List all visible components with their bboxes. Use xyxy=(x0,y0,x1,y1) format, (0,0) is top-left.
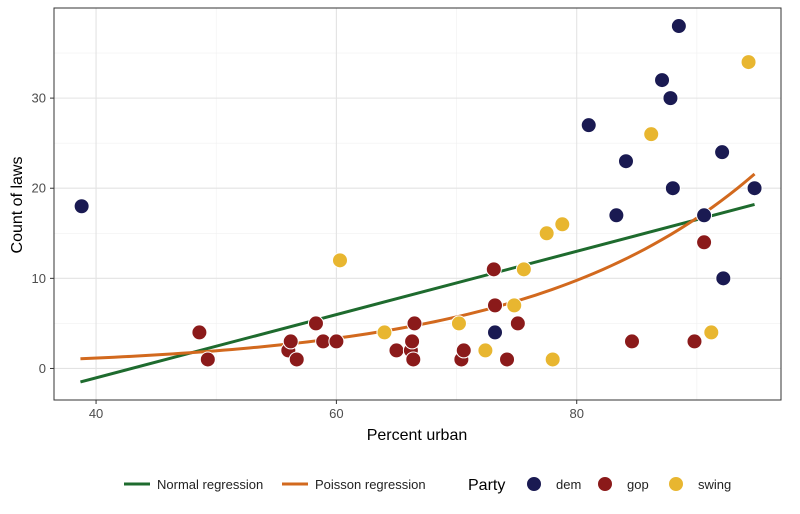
point-gop xyxy=(686,333,703,350)
point-swing xyxy=(506,297,523,314)
legend-swatch-dem xyxy=(526,476,542,492)
point-dem xyxy=(696,207,713,224)
point-gop xyxy=(623,333,640,350)
legend-swatch-swing xyxy=(668,476,684,492)
point-gop xyxy=(499,351,516,368)
point-swing xyxy=(554,216,571,233)
x-axis-ticks: 40 60 80 xyxy=(89,400,584,421)
point-gop xyxy=(485,261,502,278)
plot-panel-border xyxy=(53,7,782,401)
data-points xyxy=(73,18,763,368)
point-swing xyxy=(376,324,393,341)
y-axis-label: Count of laws xyxy=(9,157,26,254)
point-dem xyxy=(608,207,625,224)
point-dem xyxy=(664,180,681,197)
point-dem xyxy=(715,270,732,287)
y-tick-label: 0 xyxy=(39,361,46,376)
point-gop xyxy=(282,333,299,350)
point-gop xyxy=(191,324,208,341)
legend-label-swing: swing xyxy=(698,477,731,492)
grid-major xyxy=(54,8,781,400)
point-dem xyxy=(580,117,597,134)
point-dem xyxy=(662,90,679,107)
legend: Normal regression Poisson regression Par… xyxy=(124,476,731,494)
point-dem xyxy=(670,18,687,35)
point-gop xyxy=(328,333,345,350)
point-swing xyxy=(331,252,348,269)
point-gop xyxy=(696,234,713,251)
point-gop xyxy=(509,315,526,332)
y-tick-label: 30 xyxy=(32,91,46,106)
x-tick-label: 80 xyxy=(569,406,583,421)
legend-swatch-gop xyxy=(597,476,613,492)
poisson-regression-line xyxy=(80,172,756,361)
legend-label-normal: Normal regression xyxy=(157,477,263,492)
point-dem xyxy=(714,144,731,161)
point-gop xyxy=(199,351,216,368)
point-dem xyxy=(654,72,671,89)
point-dem xyxy=(73,198,90,215)
x-axis-label: Percent urban xyxy=(367,427,468,444)
point-gop xyxy=(307,315,324,332)
point-gop xyxy=(455,342,472,359)
point-swing xyxy=(643,126,660,143)
legend-label-dem: dem xyxy=(556,477,581,492)
legend-label-gop: gop xyxy=(627,477,649,492)
point-dem xyxy=(617,153,634,170)
x-tick-label: 40 xyxy=(89,406,103,421)
point-swing xyxy=(703,324,720,341)
point-swing xyxy=(740,54,757,71)
point-gop xyxy=(404,333,421,350)
y-tick-label: 10 xyxy=(32,271,46,286)
point-swing xyxy=(450,315,467,332)
point-dem xyxy=(746,180,763,197)
point-gop xyxy=(406,315,423,332)
y-tick-label: 20 xyxy=(32,181,46,196)
y-axis-ticks: 0 10 20 30 xyxy=(32,91,54,376)
point-gop xyxy=(487,297,504,314)
point-swing xyxy=(538,225,555,242)
x-tick-label: 60 xyxy=(329,406,343,421)
point-gop xyxy=(405,351,422,368)
point-swing xyxy=(477,342,494,359)
grid-minor xyxy=(54,8,781,400)
legend-label-poisson: Poisson regression xyxy=(315,477,426,492)
legend-title: Party xyxy=(468,477,505,494)
point-gop xyxy=(388,342,405,359)
point-swing xyxy=(515,261,532,278)
point-gop xyxy=(288,351,305,368)
point-swing xyxy=(544,351,561,368)
point-dem xyxy=(487,324,504,341)
